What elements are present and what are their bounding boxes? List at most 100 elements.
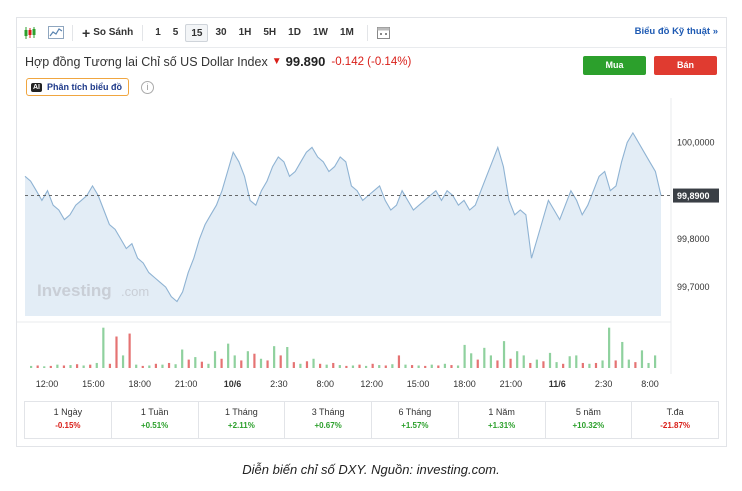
analyze-chart-button[interactable]: AI Phân tích biểu đồ [26,78,130,96]
volume-bar [410,365,414,368]
price-chart[interactable]: Investing .com 99,8900 100,0000 99,8000 99,70… [17,98,726,398]
analyze-chart-label: Phân tích biểu đồ [47,82,123,92]
performance-cell[interactable]: 1 Tháng +2.11% [199,402,286,438]
volume-bar [502,341,506,368]
info-icon[interactable]: i [141,81,154,94]
performance-cell[interactable]: 1 Năm +1.31% [459,402,546,438]
performance-cell[interactable]: T.đa -21.87% [632,402,718,438]
performance-period: 3 Tháng [311,407,345,417]
interval-button[interactable]: 5 [172,26,179,38]
volume-bar [424,365,427,368]
performance-period: T.đa [666,407,684,417]
interval-button[interactable]: 1M [339,26,354,38]
volume-bar [516,351,519,368]
volume-bar [75,364,79,368]
down-arrow-icon: ▼ [271,56,282,67]
volume-bar [529,362,532,368]
volume-bar [417,365,420,368]
interval-button[interactable]: 1D [288,26,301,38]
volume-bar [614,360,617,368]
performance-cell[interactable]: 1 Tuần +0.51% [112,402,199,438]
volume-bar [30,365,33,368]
volume-bar [194,357,197,368]
volume-bar [167,362,171,368]
volume-bar [404,364,407,368]
volume-bar [443,363,447,368]
volume-bar [647,362,650,368]
volume-bar [463,344,466,368]
volume-bar [430,364,433,368]
volume-bar [227,343,230,368]
volume-bar [332,362,335,368]
x-tick-label: 8:00 [641,379,659,389]
y-tick-label: 100,0000 [677,138,715,148]
volume-bar [305,361,309,368]
x-tick-label: 8:00 [317,379,335,389]
performance-cell[interactable]: 6 Tháng +1.57% [372,402,459,438]
area-chart-icon[interactable] [43,18,69,48]
interval-button[interactable]: 30 [215,26,227,38]
compare-button[interactable]: + So Sánh [76,26,139,40]
performance-value: -21.87% [660,421,691,430]
volume-bar [213,351,217,368]
toolbar-divider [366,24,368,41]
sell-button[interactable]: Bán [654,56,717,75]
volume-bar [640,350,644,368]
volume-bar [522,355,525,368]
volume-bar [371,363,374,368]
volume-bar [62,365,66,368]
interval-button[interactable]: 15 [185,23,209,42]
volume-bar [634,362,637,368]
volume-bar [621,341,624,368]
x-tick-label: 2:30 [595,379,613,389]
volume-bar [601,360,604,368]
volume-bar [56,364,59,368]
chart-widget: + So Sánh 1 5 15 30 1H 5H 1D 1W 1M Biểu đồ Kỹ th… [16,17,727,447]
instrument-header: Hợp đồng Tương lai Chỉ số US Dollar Inde… [25,54,411,69]
volume-bar [483,347,486,368]
instrument-title: Hợp đồng Tương lai Chỉ số US Dollar Inde… [25,54,268,69]
investing-watermark-suffix: .com [121,284,149,299]
performance-value: -0.15% [55,421,81,430]
x-tick-label: 2:30 [270,379,288,389]
interval-button[interactable]: 1H [238,26,252,38]
buy-button[interactable]: Mua [583,56,646,75]
volume-bar [437,365,440,368]
calendar-icon[interactable] [371,18,397,48]
volume-bar [128,333,131,368]
performance-cell[interactable]: 5 năm +10.32% [546,402,633,438]
performance-cell[interactable]: 1 Ngày -0.15% [25,402,112,438]
volume-bar [312,358,315,368]
volume-bar [358,364,361,368]
volume-bar [568,356,571,368]
interval-button[interactable]: 1 [155,26,161,38]
performance-value: +2.11% [227,421,255,430]
figure-caption: Diễn biến chỉ số DXY. Nguồn: investing.c… [242,462,500,477]
x-tick-label: 21:00 [175,379,198,389]
volume-bar [69,365,72,368]
performance-value: +0.67% [314,421,342,430]
volume-bar [496,360,499,368]
candlestick-icon[interactable] [17,18,43,48]
volume-bar [233,355,236,368]
technical-chart-link[interactable]: Biểu đồ Kỹ thuật » [634,26,718,37]
performance-value: +0.51% [140,421,169,430]
interval-button[interactable]: 1W [312,26,328,38]
performance-period: 1 Tháng [224,407,258,417]
volume-bar [397,355,401,368]
price-line [24,131,662,303]
volume-bar [121,355,125,368]
price-area [25,132,661,316]
interval-button[interactable]: 5H [263,26,277,38]
volume-bar [286,347,289,368]
volume-bar [608,327,611,368]
volume-bar [456,365,460,368]
volume-bar [562,363,565,368]
volume-bar [627,359,630,368]
performance-value: +1.57% [401,421,429,430]
performance-cell[interactable]: 3 Tháng +0.67% [285,402,372,438]
volume-bar [509,358,512,368]
volume-bar [154,363,157,368]
volume-bar [555,362,558,368]
y-tick-label: 99,8000 [677,234,710,244]
